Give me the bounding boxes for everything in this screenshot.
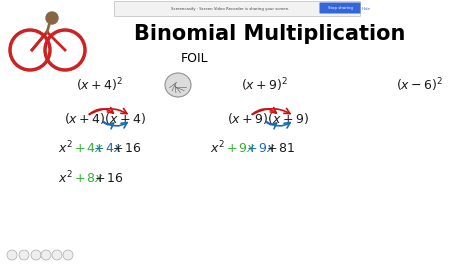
Text: $(x-6)^2$: $(x-6)^2$ bbox=[396, 76, 444, 94]
Text: $+\,4x$: $+\,4x$ bbox=[93, 142, 123, 155]
Text: $x^2$: $x^2$ bbox=[58, 140, 73, 156]
Text: $+\,8x$: $+\,8x$ bbox=[74, 172, 104, 185]
Text: $+\,81$: $+\,81$ bbox=[266, 142, 295, 155]
Text: $+\,4x$: $+\,4x$ bbox=[74, 142, 104, 155]
Circle shape bbox=[52, 250, 62, 260]
Circle shape bbox=[46, 12, 58, 24]
Ellipse shape bbox=[165, 73, 191, 97]
Text: $(x+4)(x+4)$: $(x+4)(x+4)$ bbox=[64, 110, 146, 126]
Text: $+\,16$: $+\,16$ bbox=[112, 142, 142, 155]
Text: $(x+9)(x+9)$: $(x+9)(x+9)$ bbox=[227, 110, 309, 126]
Circle shape bbox=[19, 250, 29, 260]
Circle shape bbox=[41, 250, 51, 260]
FancyBboxPatch shape bbox=[115, 2, 361, 16]
Text: Stop sharing: Stop sharing bbox=[328, 6, 353, 10]
Text: $x^2$: $x^2$ bbox=[210, 140, 225, 156]
Text: $+\,9x$: $+\,9x$ bbox=[226, 142, 256, 155]
Text: $x^2$: $x^2$ bbox=[58, 170, 73, 186]
Text: FOIL: FOIL bbox=[181, 52, 209, 64]
Circle shape bbox=[31, 250, 41, 260]
Text: $(x+9)^2$: $(x+9)^2$ bbox=[241, 76, 289, 94]
Text: $(x+4)^2$: $(x+4)^2$ bbox=[76, 76, 124, 94]
FancyBboxPatch shape bbox=[319, 2, 361, 14]
Text: Binomial Multiplication: Binomial Multiplication bbox=[134, 24, 406, 44]
Circle shape bbox=[63, 250, 73, 260]
Text: Screencasify · Screen Video Recorder is sharing your screen.: Screencasify · Screen Video Recorder is … bbox=[171, 7, 289, 11]
Text: Hide: Hide bbox=[362, 6, 371, 10]
Text: $+\,9x$: $+\,9x$ bbox=[246, 142, 276, 155]
Text: $+\,16$: $+\,16$ bbox=[94, 172, 124, 185]
Circle shape bbox=[7, 250, 17, 260]
